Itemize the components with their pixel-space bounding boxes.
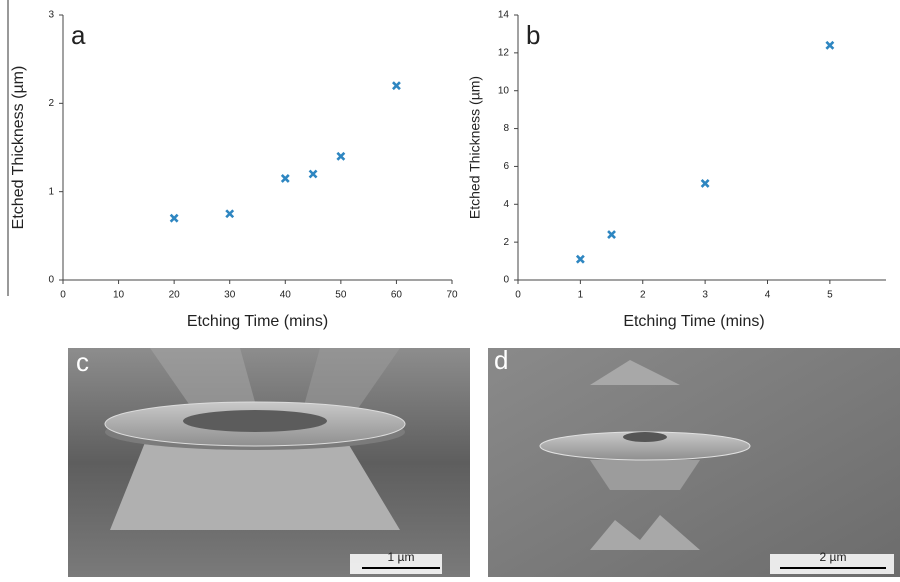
y-tick-label: 3 (48, 10, 54, 21)
marker (308, 169, 318, 179)
x-tick-label: 50 (335, 290, 347, 301)
marker (825, 40, 835, 50)
y-tick-label: 4 (503, 199, 509, 210)
y-tick-label: 8 (503, 123, 509, 134)
x-tick-label: 60 (391, 290, 403, 301)
y-tick-label: 6 (503, 161, 509, 172)
sem-image-c: c 1 µm (68, 347, 470, 577)
marker (392, 81, 401, 91)
x-tick-label: 40 (280, 290, 292, 301)
x-tick-label: 4 (765, 290, 771, 301)
y-tick-label: 0 (48, 275, 54, 286)
x-tick-label: 1 (578, 290, 584, 301)
marker (575, 254, 585, 264)
x-tick-label: 10 (113, 290, 125, 301)
y-tick-label: 0 (503, 275, 509, 286)
marker (225, 209, 235, 219)
panel-label: a (71, 20, 86, 50)
y-tick-label: 2 (48, 98, 54, 109)
x-tick-label: 5 (827, 290, 833, 301)
panel-label: d (494, 345, 508, 375)
y-axis-label: Etched Thickness (µm) (467, 76, 483, 219)
scale-bar-label: 1 µm (388, 550, 415, 564)
marker (700, 179, 710, 188)
scale-bar-label: 2 µm (820, 550, 847, 564)
panel-label: c (76, 347, 89, 377)
x-tick-label: 0 (515, 290, 521, 301)
marker (169, 213, 179, 223)
y-tick-label: 12 (498, 47, 510, 58)
sem-image-d: d 2 µm (488, 345, 900, 577)
x-tick-label: 30 (224, 290, 236, 301)
y-axis-label: Etched Thickness (µm) (10, 66, 27, 230)
y-tick-label: 10 (498, 85, 510, 96)
x-axis-label: Etching Time (mins) (187, 313, 328, 330)
x-tick-label: 0 (60, 290, 66, 301)
x-tick-label: 20 (169, 290, 181, 301)
y-tick-label: 2 (503, 237, 509, 248)
y-tick-label: 1 (48, 186, 54, 197)
x-tick-label: 3 (702, 290, 708, 301)
x-tick-label: 70 (446, 290, 458, 301)
marker (280, 173, 290, 183)
y-tick-label: 14 (498, 10, 510, 21)
x-axis-label: Etching Time (mins) (623, 313, 764, 330)
marker (607, 230, 616, 239)
x-tick-label: 2 (640, 290, 646, 301)
panel-label: b (526, 20, 540, 50)
marker (336, 151, 346, 161)
